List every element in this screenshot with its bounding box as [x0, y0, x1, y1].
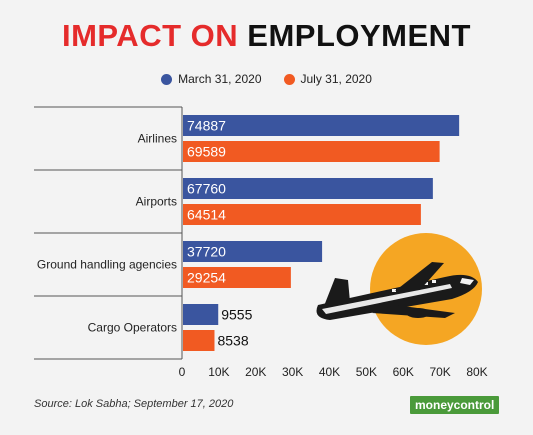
data-label: 37720: [187, 244, 226, 260]
source-note: Source: Lok Sabha; September 17, 2020: [34, 398, 234, 410]
chart-title-part2: EMPLOYMENT: [247, 18, 471, 53]
airplane-icon: [316, 233, 482, 345]
data-label: 64514: [187, 207, 226, 223]
bar: [183, 115, 460, 136]
data-label: 74887: [187, 118, 226, 134]
x-tick-label: 50K: [356, 365, 377, 379]
data-label: 67760: [187, 181, 226, 197]
x-tick-label: 20K: [245, 365, 266, 379]
legend-item-july: July 31, 2020: [283, 72, 372, 86]
bar: [183, 267, 291, 288]
legend-label-july: July 31, 2020: [300, 72, 372, 86]
x-tick-label: 70K: [429, 365, 450, 379]
bar: [183, 304, 219, 325]
chart-title-part1: IMPACT ON: [62, 18, 239, 53]
category-label: Ground handling agencies: [37, 258, 177, 272]
bars-layer: Airlines 74887 69589 Airports 67760 64514 Grou…: [34, 106, 488, 379]
data-label: 69589: [187, 144, 226, 160]
legend-dot-july: [283, 73, 295, 85]
plane-tail: [324, 278, 350, 306]
plane-engine: [406, 308, 430, 318]
x-tick-label: 30K: [282, 365, 303, 379]
plane-stripe: [322, 284, 452, 314]
legend-item-march: March 31, 2020: [161, 72, 262, 86]
x-tick-label: 10K: [208, 365, 229, 379]
x-tick-label: 40K: [319, 365, 340, 379]
x-tick-label: 60K: [393, 365, 414, 379]
category-label: Airlines: [138, 132, 177, 146]
plane-cockpit: [460, 278, 474, 285]
data-label: 9555: [221, 307, 252, 323]
category-label: Airports: [136, 195, 177, 209]
moneycontrol-logo: moneycontrol: [410, 396, 500, 414]
bar: [183, 204, 421, 225]
legend: March 31, 2020 July 31, 2020: [0, 72, 533, 86]
x-tick-label: 0: [179, 365, 186, 379]
legend-dot-march: [161, 73, 173, 85]
plane-wing-upper: [395, 262, 444, 291]
data-label: 8538: [217, 333, 248, 349]
x-tick-label: 80K: [466, 365, 487, 379]
chart-title: IMPACT ON EMPLOYMENT: [0, 18, 533, 54]
legend-label-march: March 31, 2020: [178, 72, 262, 86]
category-label: Cargo Operators: [88, 321, 177, 335]
data-label: 29254: [187, 270, 226, 286]
bar: [183, 178, 433, 199]
bar: [183, 241, 323, 262]
bar: [183, 330, 215, 351]
bar: [183, 141, 440, 162]
